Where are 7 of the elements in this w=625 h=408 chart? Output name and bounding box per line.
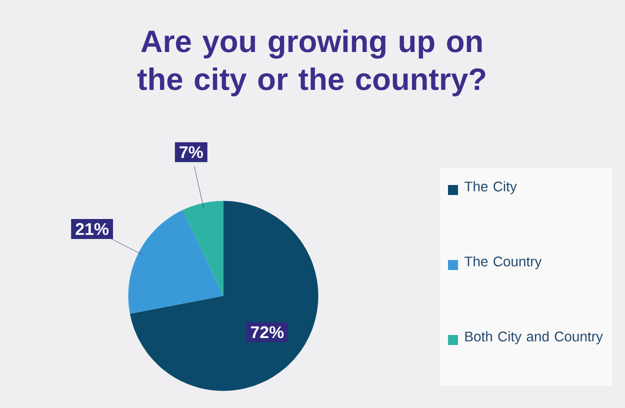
legend-label: The City [464, 181, 517, 194]
data-label: 72% [250, 326, 284, 338]
legend-label: The Country [464, 256, 542, 270]
data-label: 7% [180, 146, 203, 158]
data-label: 21% [76, 223, 109, 235]
chart-title: Are you growing up on the city or the country? [137, 30, 486, 96]
legend-label: Both City and Country [465, 331, 603, 344]
